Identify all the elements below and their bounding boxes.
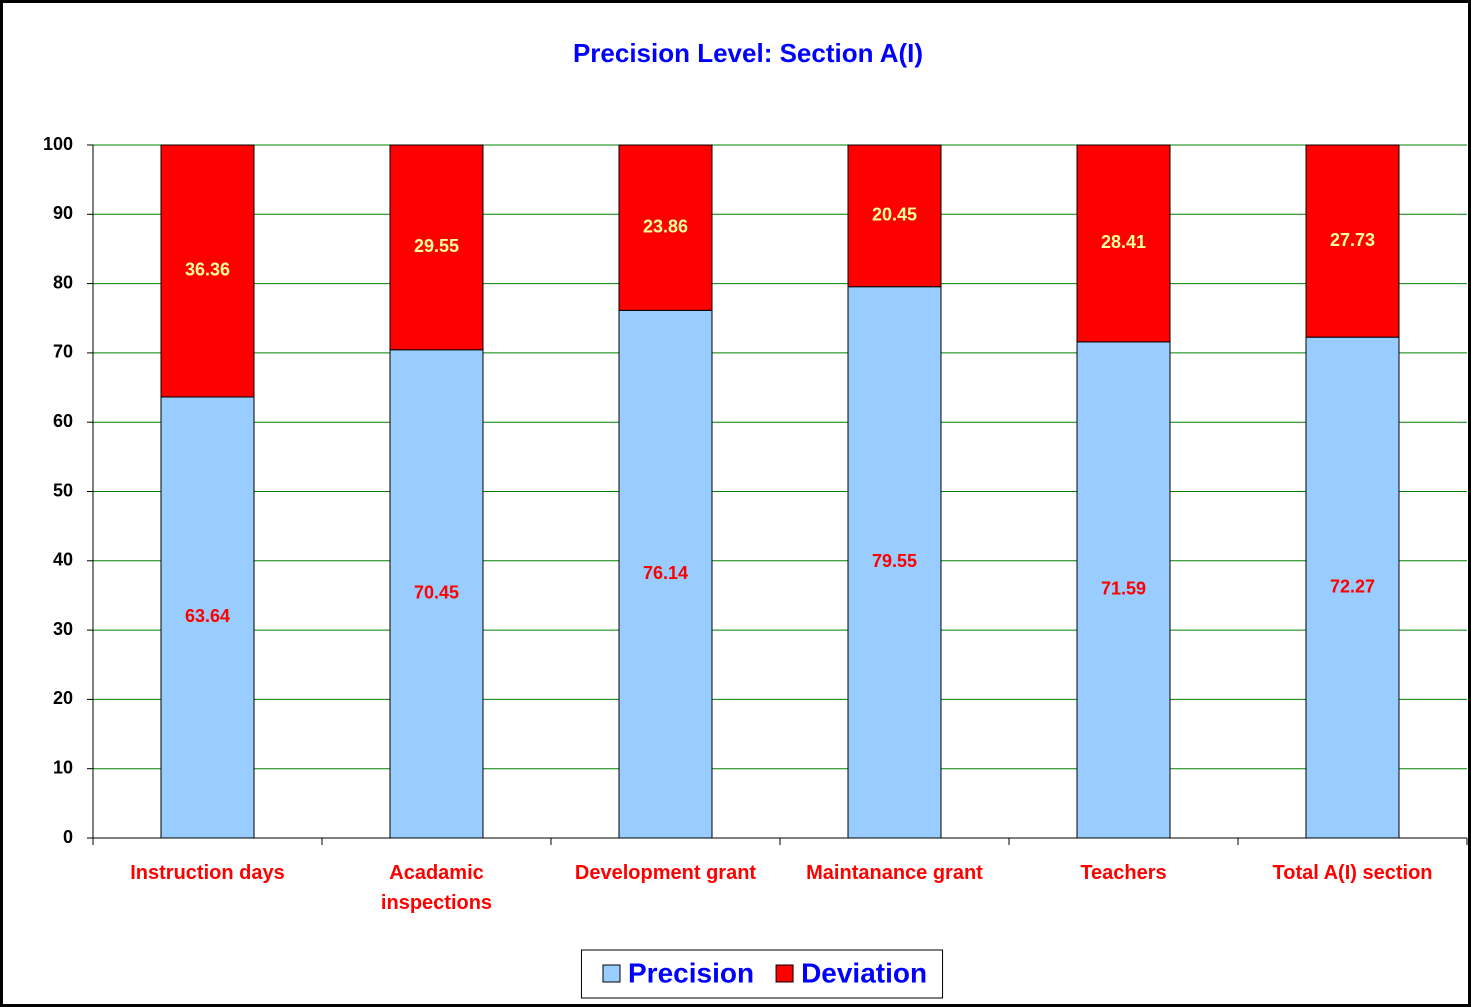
y-tick-label: 70 — [53, 342, 73, 362]
data-label: 20.45 — [872, 205, 917, 225]
y-tick-label: 30 — [53, 619, 73, 639]
data-label: 29.55 — [414, 236, 459, 256]
chart-title: Precision Level: Section A(I) — [573, 38, 923, 68]
legend-swatch — [602, 964, 621, 983]
data-label: 79.55 — [872, 551, 917, 571]
bar-segment — [160, 144, 255, 398]
bar-segment — [618, 309, 713, 839]
bar-segment — [1076, 144, 1171, 343]
data-label: 36.36 — [185, 260, 230, 280]
bar-segment — [618, 144, 713, 311]
bar-segment — [1305, 144, 1400, 338]
bar-segment — [847, 286, 942, 839]
legend-label: Deviation — [801, 957, 927, 988]
data-label: 71.59 — [1101, 579, 1146, 599]
y-tick-label: 10 — [53, 757, 73, 777]
y-tick-label: 90 — [53, 203, 73, 223]
x-tick-label: Instruction days — [130, 862, 285, 884]
bar-segment — [389, 349, 484, 839]
y-tick-label: 40 — [53, 550, 73, 570]
bar-segment — [1305, 336, 1400, 839]
bar-segment — [847, 144, 942, 288]
x-tick-label: Development grant — [574, 862, 757, 884]
x-tick-label: Maintanance grant — [806, 862, 983, 884]
x-tick-label: Total A(I) section — [1272, 862, 1433, 884]
legend-box — [580, 949, 944, 999]
y-tick-label: 20 — [53, 688, 73, 708]
data-label: 63.64 — [185, 606, 230, 626]
y-tick-label: 50 — [53, 480, 73, 500]
y-tick-label: 0 — [63, 827, 73, 847]
data-label: 27.73 — [1330, 230, 1375, 250]
legend-swatch — [775, 964, 794, 983]
data-label: 76.14 — [643, 563, 688, 583]
y-tick-label: 60 — [53, 411, 73, 431]
x-tick-label: Teachers — [1080, 862, 1167, 884]
data-label: 70.45 — [414, 583, 459, 603]
bar-segment — [1076, 341, 1171, 839]
bar-segment — [160, 396, 255, 839]
bar-segment — [389, 144, 484, 351]
legend-label: Precision — [628, 957, 754, 988]
x-tick-label: Acadamic inspections — [380, 862, 493, 914]
data-label: 23.86 — [643, 216, 688, 236]
y-tick-label: 100 — [43, 134, 73, 154]
data-label: 72.27 — [1330, 576, 1375, 596]
data-label: 28.41 — [1101, 232, 1146, 252]
y-tick-label: 80 — [53, 272, 73, 292]
